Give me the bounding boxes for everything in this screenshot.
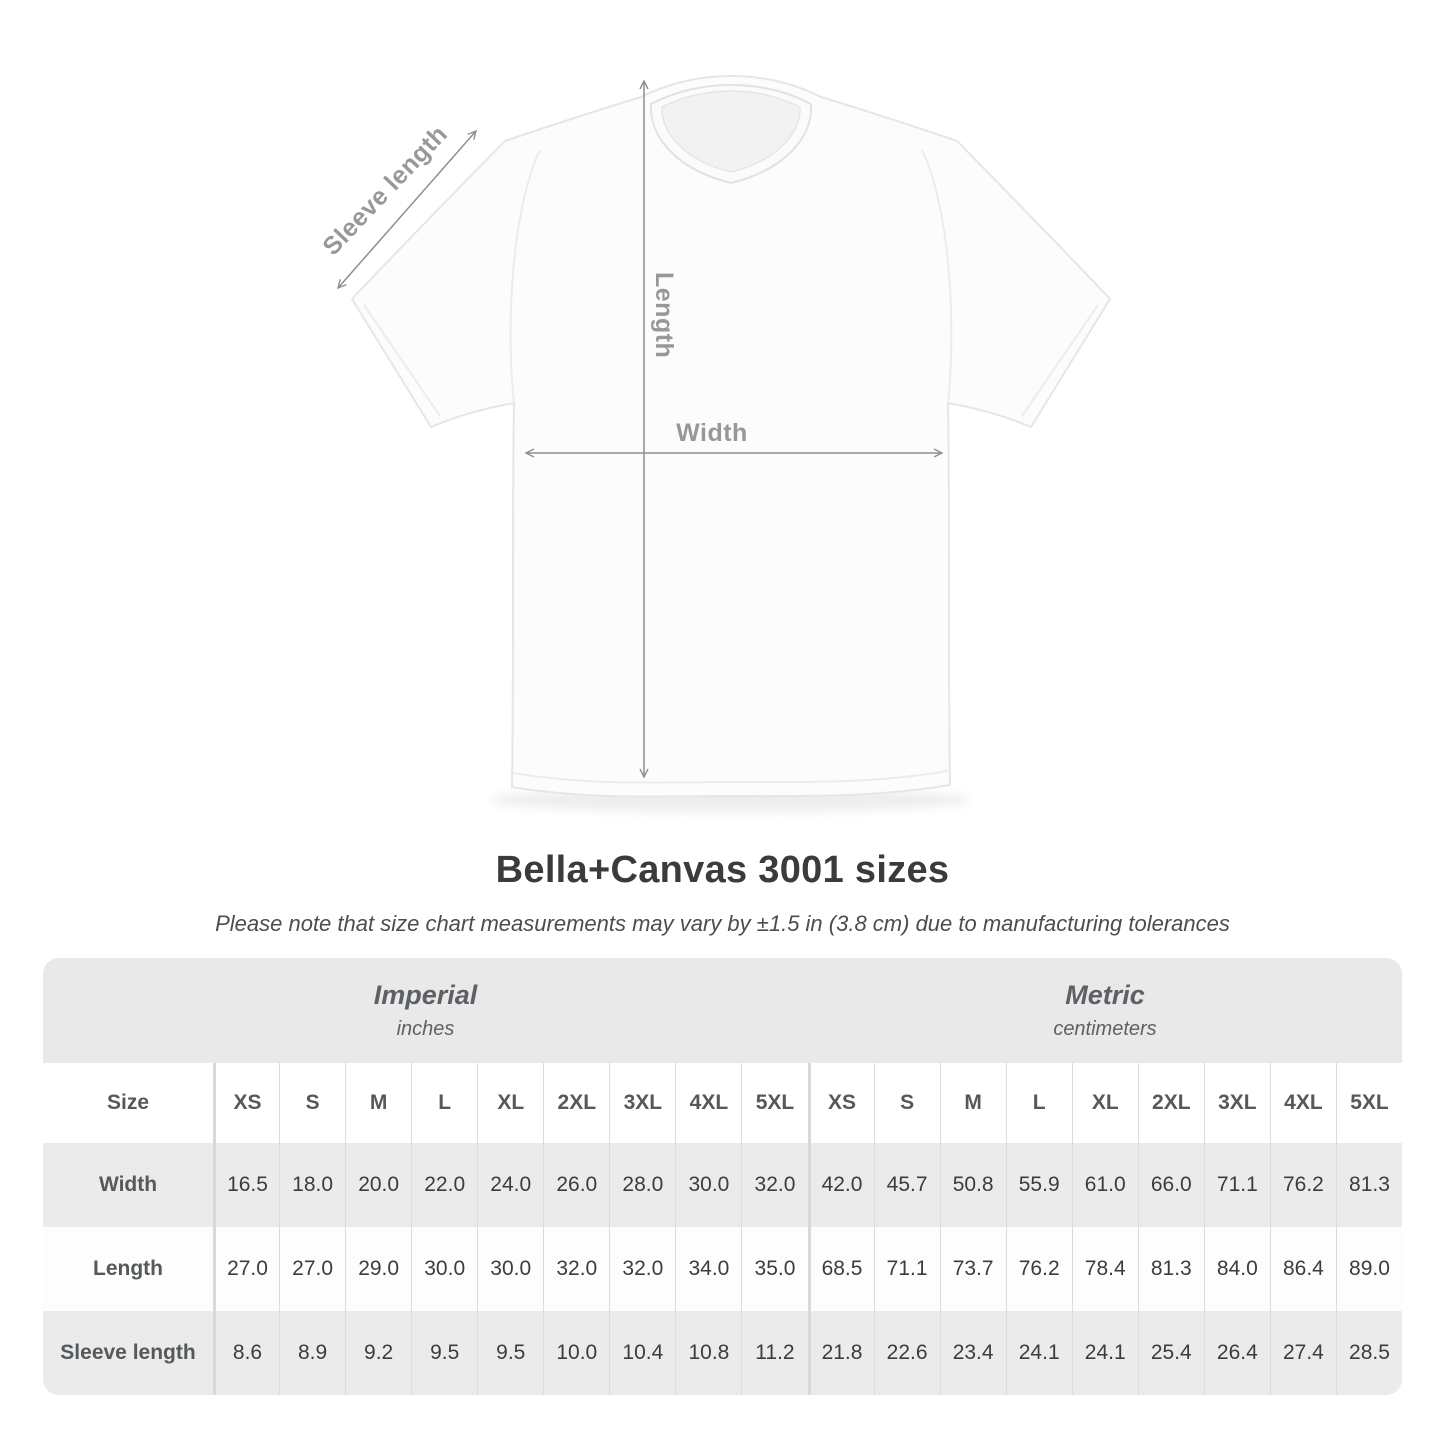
value-cell: 9.5 bbox=[411, 1311, 477, 1395]
value-cell: 28.5 bbox=[1335, 1311, 1402, 1395]
value-cell: 10.0 bbox=[543, 1311, 609, 1395]
size-header-cell: 5XL bbox=[1335, 1063, 1402, 1143]
value-cell: 29.0 bbox=[345, 1227, 411, 1311]
value-cell: 78.4 bbox=[1071, 1227, 1138, 1311]
value-cell: 32.0 bbox=[543, 1227, 609, 1311]
tshirt-measurement-diagram: Sleeve length Length Width bbox=[317, 74, 1112, 812]
metric-section-header: Metric centimeters bbox=[808, 958, 1402, 1063]
imperial-unit: inches bbox=[396, 1018, 455, 1040]
value-cell: 8.6 bbox=[213, 1311, 279, 1395]
value-cell: 32.0 bbox=[609, 1227, 675, 1311]
size-header-cell: XL bbox=[1071, 1063, 1138, 1143]
value-cell: 71.1 bbox=[1203, 1143, 1270, 1227]
size-header-cell: XS bbox=[213, 1063, 279, 1143]
row-label: Sleeve length bbox=[60, 1341, 196, 1364]
value-cell: 9.2 bbox=[345, 1311, 411, 1395]
value-cell: 25.4 bbox=[1137, 1311, 1204, 1395]
value-cell: 20.0 bbox=[345, 1143, 411, 1227]
value-cell: 32.0 bbox=[741, 1143, 807, 1227]
value-cell: 27.0 bbox=[213, 1227, 279, 1311]
value-cell: 30.0 bbox=[675, 1143, 741, 1227]
value-cell: 86.4 bbox=[1269, 1227, 1336, 1311]
unit-header-band: Imperial inches Metric centimeters bbox=[43, 958, 1402, 1063]
value-cell: 24.1 bbox=[1071, 1311, 1138, 1395]
value-cell: 81.3 bbox=[1335, 1143, 1402, 1227]
value-cell: 10.8 bbox=[675, 1311, 741, 1395]
value-cell: 24.1 bbox=[1005, 1311, 1072, 1395]
size-header-cell: M bbox=[939, 1063, 1006, 1143]
page-title: Bella+Canvas 3001 sizes bbox=[495, 849, 950, 891]
row-label: Length bbox=[93, 1257, 163, 1280]
value-cell: 22.6 bbox=[873, 1311, 940, 1395]
value-cell: 76.2 bbox=[1269, 1143, 1336, 1227]
value-cell: 61.0 bbox=[1071, 1143, 1138, 1227]
value-cell: 11.2 bbox=[741, 1311, 807, 1395]
value-cell: 10.4 bbox=[609, 1311, 675, 1395]
value-cell: 16.5 bbox=[213, 1143, 279, 1227]
table-row-sleeve-length: Sleeve length 8.6 8.9 9.2 9.5 9.5 10.0 10.4 10.8… bbox=[43, 1311, 1402, 1395]
size-header-cell: 4XL bbox=[675, 1063, 741, 1143]
value-cell: 21.8 bbox=[807, 1311, 874, 1395]
value-cell: 66.0 bbox=[1137, 1143, 1204, 1227]
size-header-cell: 4XL bbox=[1269, 1063, 1336, 1143]
table-row-length: Length 27.0 27.0 29.0 30.0 30.0 32.0 32.0 34.0 35… bbox=[43, 1227, 1402, 1311]
value-cell: 28.0 bbox=[609, 1143, 675, 1227]
value-cell: 76.2 bbox=[1005, 1227, 1072, 1311]
value-cell: 50.8 bbox=[939, 1143, 1006, 1227]
width-label: Width bbox=[676, 419, 748, 447]
size-table: Imperial inches Metric centimeters Size … bbox=[43, 958, 1402, 1395]
value-cell: 55.9 bbox=[1005, 1143, 1072, 1227]
value-cell: 18.0 bbox=[279, 1143, 345, 1227]
size-header-cell: M bbox=[345, 1063, 411, 1143]
value-cell: 9.5 bbox=[477, 1311, 543, 1395]
value-cell: 27.4 bbox=[1269, 1311, 1336, 1395]
size-header-cell: L bbox=[411, 1063, 477, 1143]
size-header-cell: S bbox=[279, 1063, 345, 1143]
value-cell: 26.4 bbox=[1203, 1311, 1270, 1395]
value-cell: 35.0 bbox=[741, 1227, 807, 1311]
size-header-cell: L bbox=[1005, 1063, 1072, 1143]
value-cell: 34.0 bbox=[675, 1227, 741, 1311]
size-header-cell: 2XL bbox=[543, 1063, 609, 1143]
tolerance-note: Please note that size chart measurements… bbox=[215, 911, 1230, 936]
tshirt-graphic bbox=[350, 74, 1112, 798]
value-cell: 23.4 bbox=[939, 1311, 1006, 1395]
size-header-cell: XL bbox=[477, 1063, 543, 1143]
metric-title: Metric bbox=[1065, 980, 1145, 1010]
sleeve-length-arrow bbox=[336, 129, 478, 290]
size-header-cell: 2XL bbox=[1137, 1063, 1204, 1143]
length-label: Length bbox=[650, 272, 678, 358]
value-cell: 42.0 bbox=[807, 1143, 874, 1227]
value-cell: 81.3 bbox=[1137, 1227, 1204, 1311]
imperial-section-header: Imperial inches bbox=[43, 958, 808, 1063]
size-header-cell: 3XL bbox=[1203, 1063, 1270, 1143]
size-header-cell: XS bbox=[807, 1063, 874, 1143]
size-header-row: Size XS S M L XL 2XL 3XL 4XL 5XL XS S M L XL 2XL 3XL 4XL… bbox=[43, 1063, 1402, 1143]
row-label: Width bbox=[98, 1173, 158, 1196]
size-column-header: Size bbox=[106, 1091, 150, 1114]
value-cell: 8.9 bbox=[279, 1311, 345, 1395]
value-cell: 68.5 bbox=[807, 1227, 874, 1311]
value-cell: 84.0 bbox=[1203, 1227, 1270, 1311]
table-row-width: Width 16.5 18.0 20.0 22.0 24.0 26.0 28.0 30.0 32.… bbox=[43, 1143, 1402, 1227]
metric-unit: centimeters bbox=[1053, 1018, 1157, 1040]
size-header-cell: 3XL bbox=[609, 1063, 675, 1143]
value-cell: 22.0 bbox=[411, 1143, 477, 1227]
value-cell: 73.7 bbox=[939, 1227, 1006, 1311]
value-cell: 27.0 bbox=[279, 1227, 345, 1311]
value-cell: 89.0 bbox=[1335, 1227, 1402, 1311]
value-cell: 71.1 bbox=[873, 1227, 940, 1311]
value-cell: 30.0 bbox=[411, 1227, 477, 1311]
value-cell: 30.0 bbox=[477, 1227, 543, 1311]
value-cell: 26.0 bbox=[543, 1143, 609, 1227]
value-cell: 24.0 bbox=[477, 1143, 543, 1227]
value-cell: 45.7 bbox=[873, 1143, 940, 1227]
size-header-cell: 5XL bbox=[741, 1063, 807, 1143]
imperial-title: Imperial bbox=[373, 980, 478, 1010]
size-header-cell: S bbox=[873, 1063, 940, 1143]
